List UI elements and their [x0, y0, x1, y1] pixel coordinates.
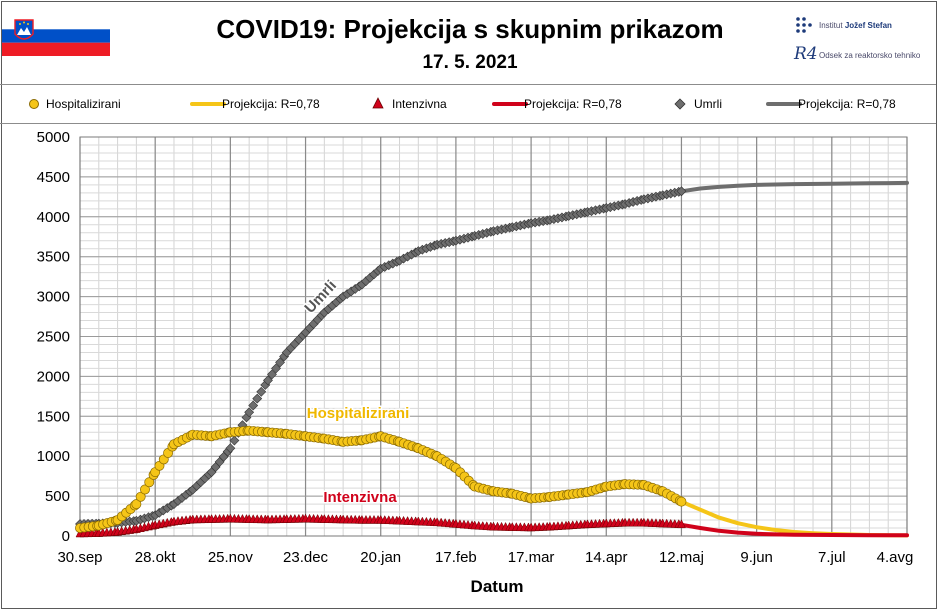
- icu-point: [677, 519, 686, 529]
- x-tick-label: 17.mar: [508, 549, 555, 566]
- y-tick-label: 5000: [37, 129, 70, 146]
- y-tick-label: 0: [62, 528, 70, 545]
- legend-diamond-icon: [674, 98, 686, 110]
- legend-triangle-marker: [372, 97, 384, 109]
- chart-title: COVID19: Projekcija s skupnim prikazom: [216, 14, 724, 44]
- flag-red-stripe: [2, 42, 110, 56]
- y-tick-label: 3000: [37, 289, 70, 306]
- legend-label-hosp: Hospitalizirani: [46, 97, 121, 111]
- x-axis-title: Datum: [471, 577, 524, 596]
- y-tick-label: 2500: [37, 329, 70, 346]
- y-tick-label: 2000: [37, 368, 70, 385]
- series-deaths_projection-line: [679, 180, 909, 194]
- hosp-point: [140, 484, 150, 495]
- y-tick-label: 3500: [37, 249, 70, 266]
- deaths-point: [263, 375, 273, 386]
- annotation-hosp: Hospitalizirani: [307, 405, 410, 422]
- deaths-point: [229, 435, 240, 446]
- hosp-point: [144, 477, 155, 488]
- y-tick-label: 1000: [37, 448, 70, 465]
- hosp-point: [676, 496, 687, 507]
- series-icu_projection-line: [679, 522, 909, 538]
- deaths-point: [252, 393, 263, 404]
- y-axis: 0 500 1000 1500 2000 2500 3000 3500 4000 4500 5000: [37, 129, 70, 545]
- x-tick-label: 9.jun: [740, 549, 773, 566]
- deaths-point: [676, 186, 687, 197]
- x-tick-label: 14.apr: [585, 549, 628, 566]
- legend-triangle-icon: [372, 97, 384, 109]
- hosp-point: [135, 491, 146, 502]
- legend-label-icu-projection: Projekcija: R=0,78: [524, 97, 622, 111]
- deaths-point: [225, 443, 236, 454]
- legend-label-deaths-projection: Projekcija: R=0,78: [798, 97, 896, 111]
- x-tick-label: 30.sep: [57, 549, 102, 566]
- deaths-point: [271, 363, 281, 374]
- ijs-logo-text: Institut Jožef Stefan: [819, 21, 892, 30]
- x-axis: 30.sep 28.okt 25.nov 23.dec 20.jan 17.feb 17.m…: [57, 549, 913, 566]
- hosp-point: [131, 499, 142, 510]
- annotation-icu: Intenzivna: [323, 489, 397, 506]
- ijs-logo-text-b: Jožef Stefan: [844, 21, 892, 30]
- x-tick-label: 12.maj: [659, 549, 704, 566]
- x-tick-label: 25.nov: [208, 549, 254, 566]
- chart-date: 17. 5. 2021: [422, 52, 518, 73]
- legend-label-icu: Intenzivna: [392, 97, 447, 111]
- deaths-point: [275, 357, 285, 368]
- y-tick-label: 4500: [37, 169, 70, 186]
- r4-logo-mark: R4: [794, 44, 818, 64]
- r4-logo-text: Odsek za reaktorsko tehniko: [819, 51, 921, 60]
- legend-label-deaths: Umrli: [694, 97, 722, 111]
- x-tick-label: 20.jan: [360, 549, 401, 566]
- legend-circle-icon: [29, 99, 39, 109]
- ijs-logo-text-a: Institut: [819, 21, 843, 30]
- coat-of-arms-icon: [14, 19, 34, 40]
- x-tick-label: 17.feb: [435, 549, 477, 566]
- plot-area-border: [79, 136, 908, 537]
- legend-line-icon: [492, 102, 528, 106]
- x-tick-label: 4.avg: [877, 549, 914, 566]
- x-tick-label: 23.dec: [283, 549, 329, 566]
- deaths-point: [267, 369, 277, 380]
- legend-circle-marker: [29, 99, 39, 109]
- legend-line-icon: [190, 102, 226, 106]
- ijs-logo-icon: [796, 17, 812, 33]
- legend-label-hosp-projection: Projekcija: R=0,78: [222, 97, 320, 111]
- series-layer: [75, 180, 909, 538]
- deaths-point: [244, 407, 255, 418]
- slovenia-flag-icon: [2, 16, 110, 56]
- y-tick-label: 1500: [37, 408, 70, 425]
- legend-line-icon: [766, 102, 802, 106]
- x-tick-label: 7.jul: [818, 549, 846, 566]
- y-tick-label: 4000: [37, 209, 70, 226]
- deaths-point: [256, 386, 267, 397]
- deaths-point: [248, 400, 259, 411]
- y-tick-label: 500: [45, 488, 70, 505]
- x-tick-label: 28.okt: [135, 549, 177, 566]
- chart-legend: Hospitalizirani Projekcija: R=0,78 Inten…: [0, 84, 936, 124]
- legend-diamond-marker: [674, 98, 686, 110]
